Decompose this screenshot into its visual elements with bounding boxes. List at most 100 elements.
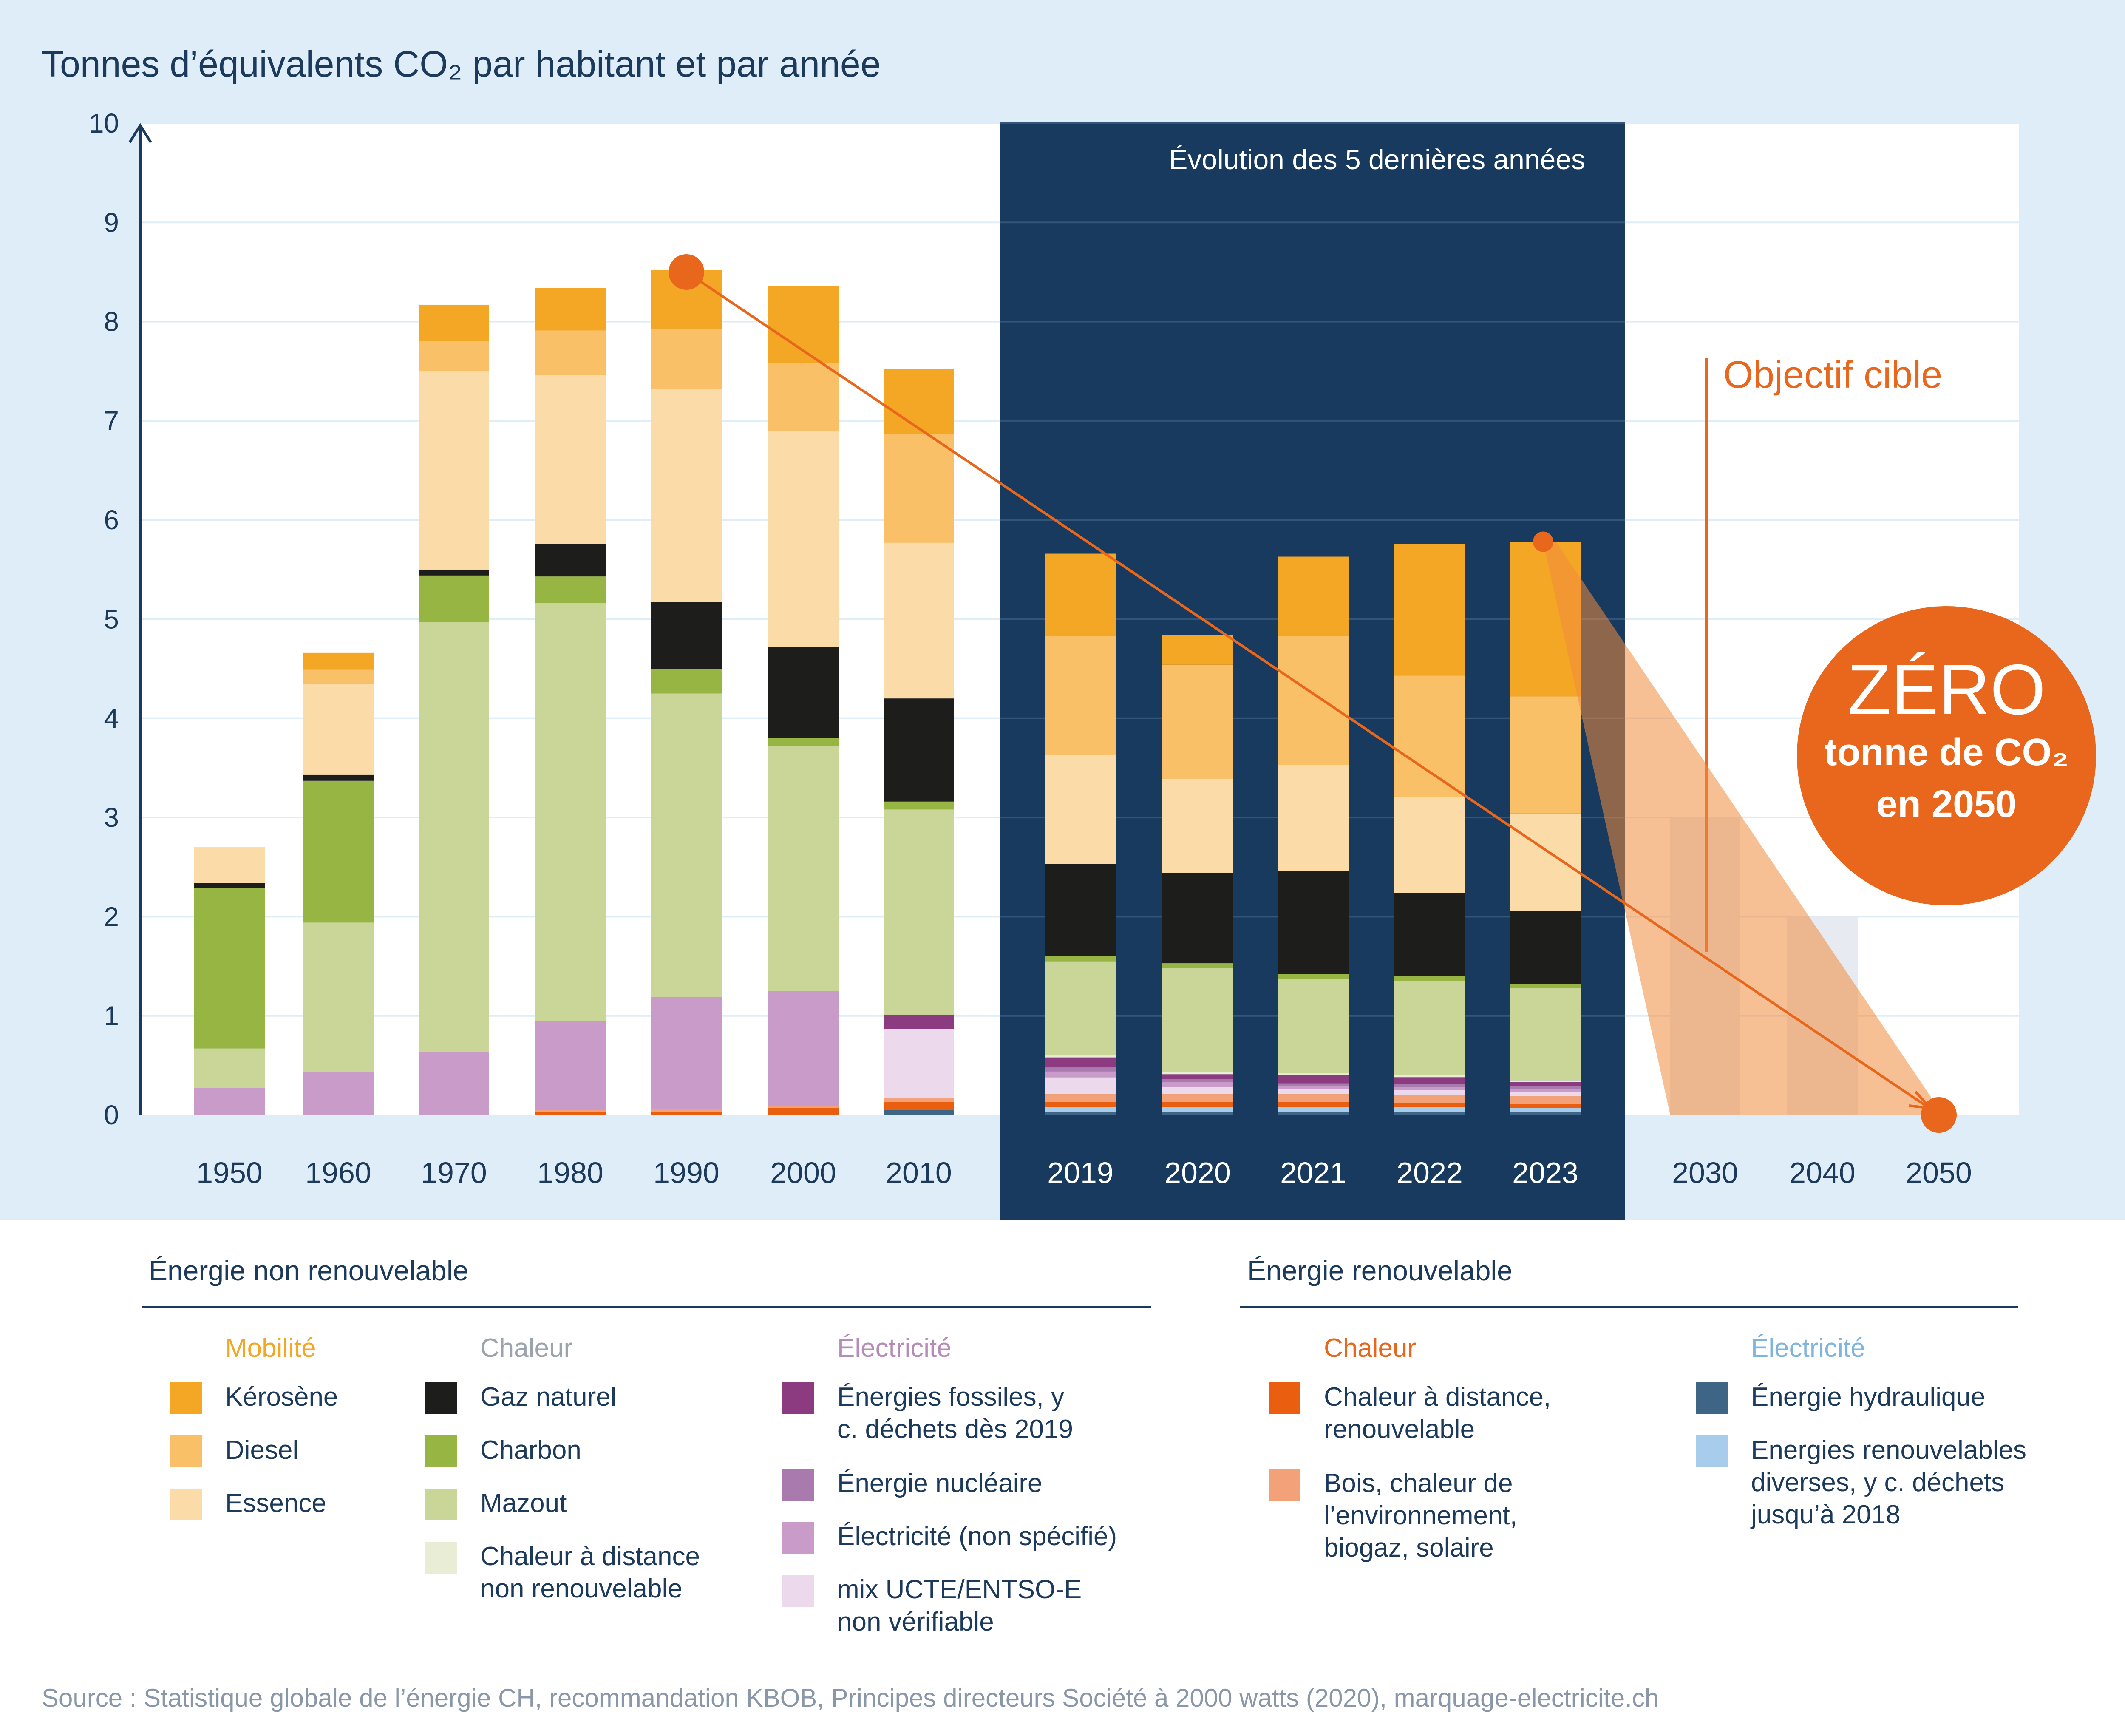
bar-segment-cad_ren-2000 xyxy=(768,1108,839,1115)
bar-segment-bois-2010 xyxy=(884,1098,954,1102)
bar-segment-elec_ns-1980 xyxy=(535,1021,606,1110)
target-label: Objectif cible xyxy=(1723,354,1942,396)
trend-overlay xyxy=(669,254,1957,1133)
bar-segment-charbon-2020 xyxy=(1162,963,1233,968)
legend-label-cad-nr-1: Chaleur à distance xyxy=(480,1542,700,1571)
legend-label-gaz: Gaz naturel xyxy=(480,1382,617,1412)
bar-segment-ucte-2022 xyxy=(1394,1090,1465,1095)
x-tick-label: 2020 xyxy=(1164,1156,1231,1189)
target-end-dot xyxy=(1921,1097,1957,1133)
bar-segment-elec_ns-2020 xyxy=(1162,1082,1233,1087)
y-tick-label: 1 xyxy=(104,1001,119,1031)
bar-segment-nucleaire-2022 xyxy=(1394,1084,1465,1087)
bar-segment-essence-1970 xyxy=(419,371,489,570)
bar-segment-elec_ns-1950 xyxy=(194,1088,265,1115)
bar-segment-fossiles-2021 xyxy=(1278,1075,1349,1084)
legend-label-bois-2: l’environnement, xyxy=(1324,1501,1517,1530)
legend-label-charbon: Charbon xyxy=(480,1435,581,1465)
bar-segment-kerosene-1980 xyxy=(535,288,606,331)
legend-swatch-cad-ren xyxy=(1269,1382,1300,1414)
bar-segment-gaz-2000 xyxy=(768,647,839,738)
legend-non-ren-title: Énergie non renouvelable xyxy=(149,1255,468,1286)
legend-label-cad-nr-2: non renouvelable xyxy=(480,1574,683,1603)
bar-segment-hydro-2010 xyxy=(884,1110,954,1115)
zero-badge-title: ZÉRO xyxy=(1847,650,2046,729)
bar-segment-bois-2000 xyxy=(768,1106,839,1108)
reduction-wedge xyxy=(1543,542,1943,1115)
bar-segment-essence-2022 xyxy=(1394,797,1465,893)
bar-segment-bois-1980 xyxy=(535,1110,606,1112)
bar-segment-ren_divers-2019 xyxy=(1045,1107,1116,1112)
x-tick-label: 2019 xyxy=(1047,1156,1114,1189)
legend-swatch-charbon xyxy=(425,1435,457,1467)
x-tick-label: 2050 xyxy=(1906,1156,1972,1189)
bar-segment-cad_ren-1990 xyxy=(651,1112,722,1115)
bar-segment-diesel-2021 xyxy=(1278,636,1349,765)
bar-segment-elec_ns-1960 xyxy=(303,1072,374,1115)
bar-segment-ucte-2019 xyxy=(1045,1077,1116,1095)
bar-segment-kerosene-2022 xyxy=(1394,544,1465,676)
legend-swatch-nucleaire xyxy=(782,1469,814,1501)
bar-segment-kerosene-2021 xyxy=(1278,556,1349,636)
bar-segment-charbon-2010 xyxy=(884,801,954,810)
legend-label-ucte-1: mix UCTE/ENTSO-E xyxy=(837,1575,1082,1604)
y-tick-label: 7 xyxy=(104,406,119,436)
bar-segment-cad_nr-2019 xyxy=(1045,1055,1116,1058)
bar-segment-mazout-2010 xyxy=(884,809,954,1015)
legend-label-kerosene: Kérosène xyxy=(225,1382,338,1412)
chart-title: Tonnes d’équivalents CO₂ par habitant et… xyxy=(42,44,881,85)
bar-segment-ucte-2020 xyxy=(1162,1087,1233,1095)
x-tick-label: 2010 xyxy=(886,1156,952,1189)
zero-badge xyxy=(1797,606,2096,905)
bar-segment-cad_ren-2023 xyxy=(1510,1104,1581,1108)
bar-segment-charbon-2021 xyxy=(1278,974,1349,979)
y-tick-label: 3 xyxy=(104,802,119,833)
bar-segment-fossiles-2020 xyxy=(1162,1074,1233,1080)
bar-segment-cad_ren-2022 xyxy=(1394,1103,1465,1107)
bar-segment-bois-2019 xyxy=(1045,1094,1116,1102)
bar-segment-bois-2023 xyxy=(1510,1096,1581,1104)
bar-segment-essence-2010 xyxy=(884,542,954,699)
legend-label-cad-ren-1: Chaleur à distance, xyxy=(1324,1382,1551,1412)
bar-segment-gaz-1980 xyxy=(535,544,606,577)
bar-segment-gaz-1970 xyxy=(419,569,489,576)
bar-segment-cad_ren-2019 xyxy=(1045,1102,1116,1107)
x-tick-label: 1970 xyxy=(421,1156,487,1189)
legend-label-diesel: Diesel xyxy=(225,1435,298,1465)
y-tick-label: 8 xyxy=(104,306,119,337)
x-tick-label: 1950 xyxy=(196,1156,263,1189)
legend-label-mazout: Mazout xyxy=(480,1489,567,1518)
bar-segment-charbon-1990 xyxy=(651,669,722,694)
x-tick-label: 2022 xyxy=(1397,1156,1463,1189)
bar-segment-fossiles-2023 xyxy=(1510,1082,1581,1086)
bar-segment-charbon-2019 xyxy=(1045,956,1116,962)
bar-segment-elec_ns-2000 xyxy=(768,991,839,1106)
bar-segment-nucleaire-2019 xyxy=(1045,1067,1116,1072)
y-tick-label: 6 xyxy=(104,505,119,535)
y-tick-label: 5 xyxy=(104,604,119,635)
bar-segment-nucleaire-2023 xyxy=(1510,1086,1581,1089)
bar-segment-kerosene-2010 xyxy=(884,369,954,434)
y-tick-label: 0 xyxy=(104,1100,119,1130)
legend-swatch-mazout xyxy=(425,1489,457,1520)
bar-segment-elec_ns-1970 xyxy=(419,1051,489,1115)
bar-segment-kerosene-1960 xyxy=(303,652,374,670)
bar-segment-diesel-2019 xyxy=(1045,636,1116,755)
bar-segment-charbon-2000 xyxy=(768,738,839,746)
y-tick-label: 4 xyxy=(104,703,119,734)
bar-segment-fossiles-2010 xyxy=(884,1015,954,1029)
legend-swatch-gaz xyxy=(425,1382,457,1414)
bar-segment-charbon-1960 xyxy=(303,780,374,923)
legend-label-ren-divers-1: Energies renouvelables xyxy=(1751,1435,2026,1465)
x-tick-label: 1990 xyxy=(653,1156,720,1189)
x-tick-label: 2023 xyxy=(1512,1156,1578,1189)
x-tick-label: 1980 xyxy=(537,1156,604,1189)
bar-segment-mazout-2023 xyxy=(1510,988,1581,1081)
legend-swatch-cad-nr xyxy=(425,1542,457,1574)
source-note: Source : Statistique globale de l’énergi… xyxy=(42,1684,1659,1712)
bar-segment-elec_ns-2021 xyxy=(1278,1086,1349,1089)
bar-segment-diesel-1960 xyxy=(303,669,374,684)
bar-segment-mazout-1950 xyxy=(194,1048,265,1089)
bar-segment-mazout-1970 xyxy=(419,622,489,1052)
